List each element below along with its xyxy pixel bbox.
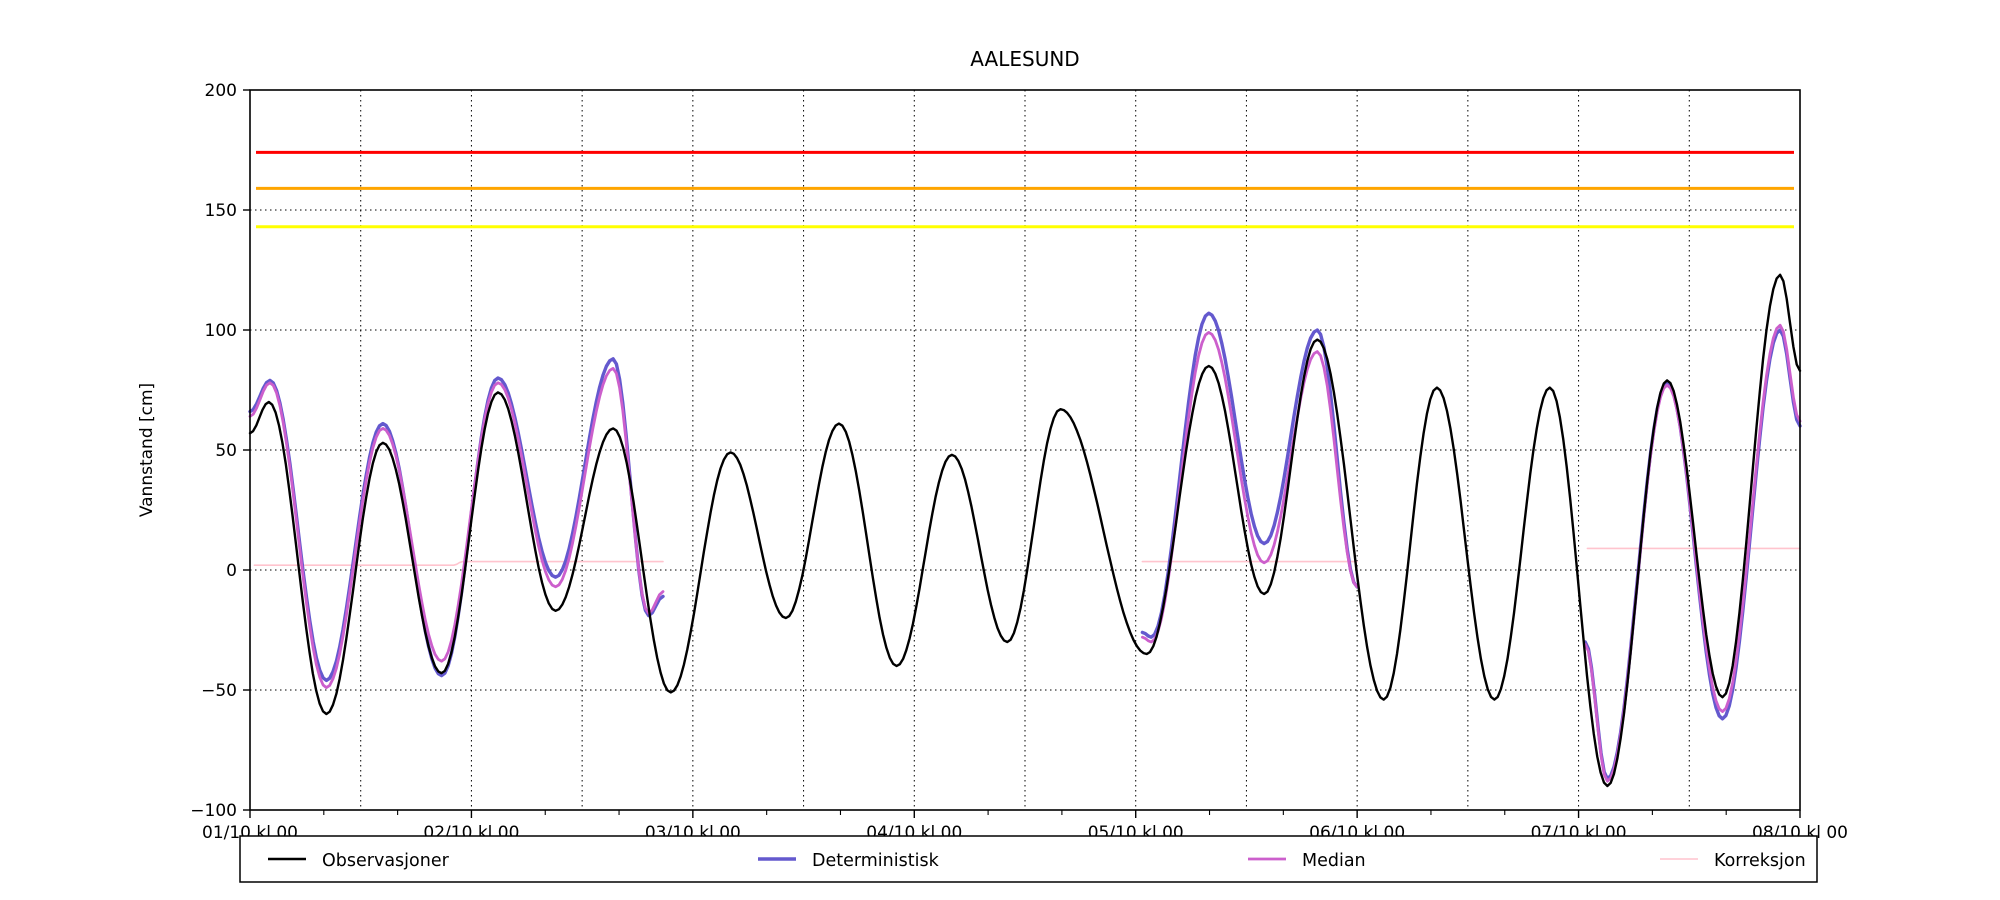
series-korreksjon-path <box>253 560 664 566</box>
legend-label-median: Median <box>1302 851 1366 871</box>
chart-title: AALESUND <box>970 47 1079 71</box>
legend-label-deterministisk: Deterministisk <box>812 851 940 871</box>
data-series <box>248 273 1802 788</box>
series-median-path <box>1141 331 1359 644</box>
y-axis-label: Vannstand [cm] <box>137 383 157 517</box>
series-median-path <box>1583 323 1802 783</box>
y-tick-label: −100 <box>190 801 237 821</box>
series-deterministisk-path <box>1583 328 1802 781</box>
series-median-path <box>248 367 665 689</box>
axis-ticks <box>243 89 1801 818</box>
legend: Observasjoner Deterministisk Median Korr… <box>239 835 1818 883</box>
y-tick-label: 200 <box>205 81 237 101</box>
legend-label-korreksjon: Korreksjon <box>1714 851 1806 871</box>
y-tick-label: 100 <box>205 321 237 341</box>
series-observasjoner-path <box>248 273 1802 788</box>
threshold-lines <box>256 150 1794 229</box>
grid-lines <box>250 90 1800 810</box>
y-tick-label: 0 <box>226 561 237 581</box>
legend-label-observasjoner: Observasjoner <box>322 851 450 871</box>
y-tick-label: 150 <box>205 201 237 221</box>
series-deterministisk-path <box>1140 311 1359 639</box>
y-tick-label: −50 <box>201 681 237 701</box>
legend-box <box>239 835 1818 883</box>
y-tick-label: 50 <box>215 441 237 461</box>
